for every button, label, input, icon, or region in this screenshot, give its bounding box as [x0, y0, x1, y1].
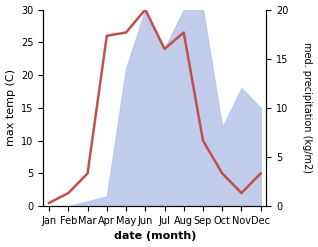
Y-axis label: med. precipitation (kg/m2): med. precipitation (kg/m2)	[302, 42, 313, 173]
Y-axis label: max temp (C): max temp (C)	[5, 69, 16, 146]
X-axis label: date (month): date (month)	[114, 231, 196, 242]
